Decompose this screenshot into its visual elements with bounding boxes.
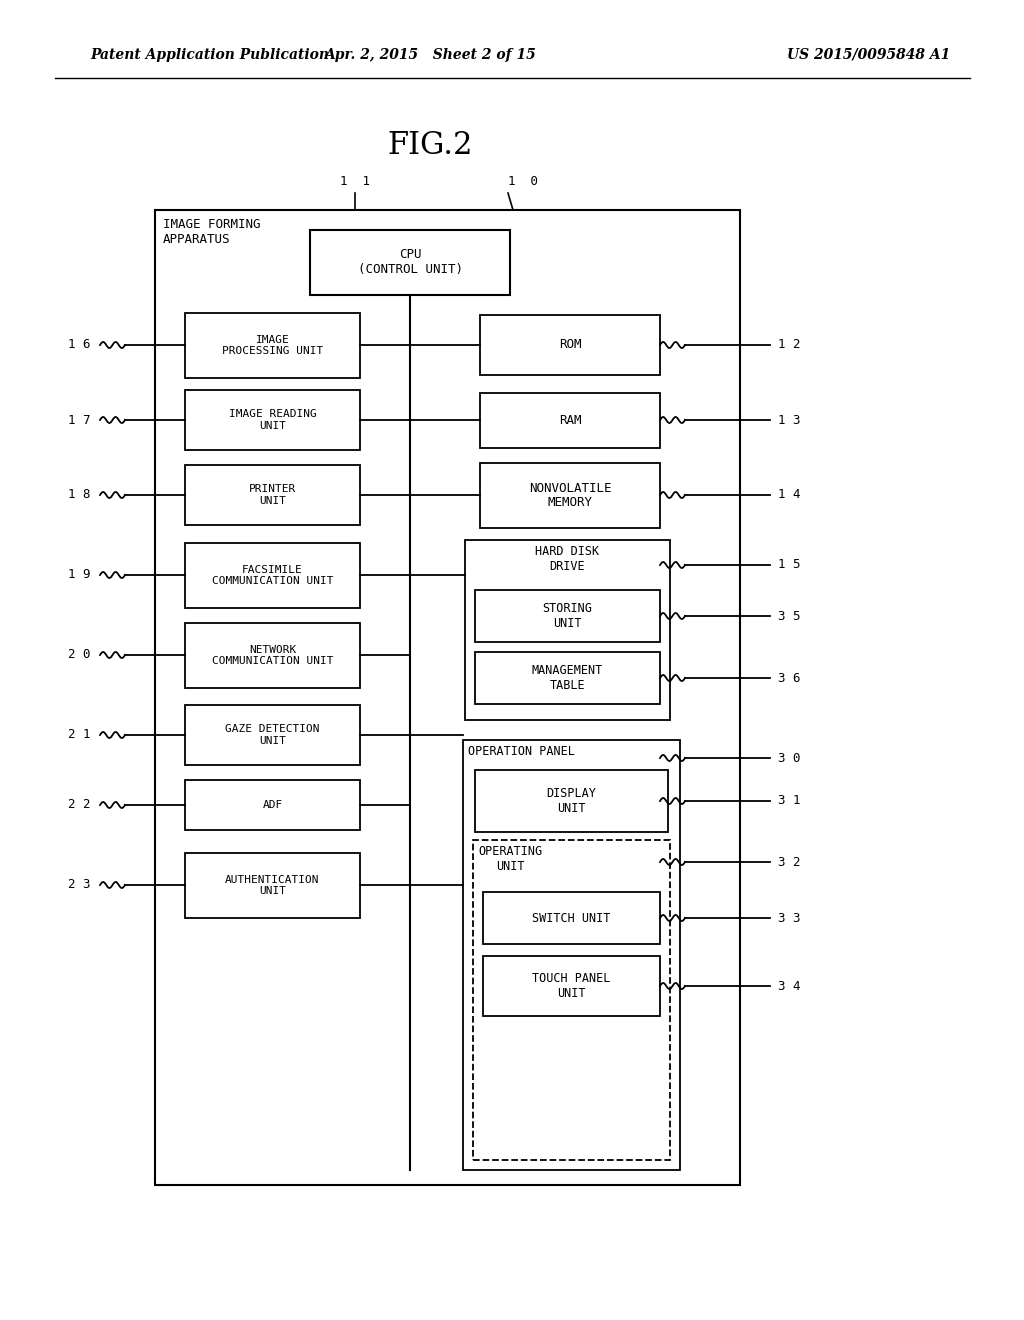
Text: OPERATING
UNIT: OPERATING UNIT — [478, 845, 542, 873]
Text: 3 2: 3 2 — [778, 855, 801, 869]
Text: 3 5: 3 5 — [778, 610, 801, 623]
Bar — [185, 705, 360, 766]
Bar — [185, 853, 360, 917]
Text: 1 7: 1 7 — [68, 413, 90, 426]
Text: OPERATION PANEL: OPERATION PANEL — [468, 744, 574, 758]
Text: IMAGE
PROCESSING UNIT: IMAGE PROCESSING UNIT — [222, 335, 324, 356]
Bar — [185, 389, 360, 450]
Bar — [185, 780, 360, 830]
Text: NONVOLATILE
MEMORY: NONVOLATILE MEMORY — [528, 482, 611, 510]
Text: IMAGE READING
UNIT: IMAGE READING UNIT — [228, 409, 316, 430]
Text: Apr. 2, 2015   Sheet 2 of 15: Apr. 2, 2015 Sheet 2 of 15 — [325, 48, 536, 62]
Bar — [475, 652, 660, 704]
Text: ADF: ADF — [262, 800, 283, 810]
Text: FIG.2: FIG.2 — [387, 129, 473, 161]
Bar — [473, 840, 670, 1160]
Text: 3 0: 3 0 — [778, 751, 801, 764]
Text: 1 3: 1 3 — [778, 413, 801, 426]
Text: 1 5: 1 5 — [778, 558, 801, 572]
Text: 3 4: 3 4 — [778, 979, 801, 993]
Text: DISPLAY
UNIT: DISPLAY UNIT — [547, 787, 596, 814]
Bar — [483, 892, 660, 944]
Text: 1 4: 1 4 — [778, 488, 801, 502]
Text: TOUCH PANEL
UNIT: TOUCH PANEL UNIT — [532, 972, 610, 1001]
Bar — [463, 741, 680, 1170]
Text: MANAGEMENT
TABLE: MANAGEMENT TABLE — [531, 664, 603, 692]
Bar — [185, 543, 360, 609]
Text: 1  1: 1 1 — [340, 176, 370, 187]
Bar — [480, 315, 660, 375]
Bar — [185, 313, 360, 378]
Bar — [475, 770, 668, 832]
Text: 3 6: 3 6 — [778, 672, 801, 685]
Text: RAM: RAM — [559, 414, 582, 426]
Bar — [475, 590, 660, 642]
Text: NETWORK
COMMUNICATION UNIT: NETWORK COMMUNICATION UNIT — [212, 644, 333, 667]
Text: 2 2: 2 2 — [68, 799, 90, 812]
Text: SWITCH UNIT: SWITCH UNIT — [532, 912, 610, 924]
Text: 2 3: 2 3 — [68, 879, 90, 891]
Bar — [185, 623, 360, 688]
Bar — [480, 393, 660, 447]
Text: CPU
(CONTROL UNIT): CPU (CONTROL UNIT) — [357, 248, 463, 276]
Text: 3 1: 3 1 — [778, 795, 801, 808]
Text: FACSIMILE
COMMUNICATION UNIT: FACSIMILE COMMUNICATION UNIT — [212, 565, 333, 586]
Text: ROM: ROM — [559, 338, 582, 351]
Text: 1 8: 1 8 — [68, 488, 90, 502]
Bar — [310, 230, 510, 294]
Text: 2 0: 2 0 — [68, 648, 90, 661]
Text: US 2015/0095848 A1: US 2015/0095848 A1 — [786, 48, 950, 62]
Text: Patent Application Publication: Patent Application Publication — [90, 48, 329, 62]
Text: 2 1: 2 1 — [68, 729, 90, 742]
Text: STORING
UNIT: STORING UNIT — [543, 602, 593, 630]
Text: 1 9: 1 9 — [68, 569, 90, 582]
Text: 1 2: 1 2 — [778, 338, 801, 351]
Bar — [480, 463, 660, 528]
Text: HARD DISK
DRIVE: HARD DISK DRIVE — [536, 545, 600, 573]
Text: 1 6: 1 6 — [68, 338, 90, 351]
Text: PRINTER
UNIT: PRINTER UNIT — [249, 484, 296, 506]
Text: AUTHENTICATION
UNIT: AUTHENTICATION UNIT — [225, 875, 319, 896]
Bar — [155, 210, 740, 1185]
Bar — [483, 956, 660, 1016]
Text: 1  0: 1 0 — [508, 176, 538, 187]
Bar — [185, 465, 360, 525]
Text: 3 3: 3 3 — [778, 912, 801, 924]
Text: GAZE DETECTION
UNIT: GAZE DETECTION UNIT — [225, 725, 319, 746]
Text: IMAGE FORMING
APPARATUS: IMAGE FORMING APPARATUS — [163, 218, 260, 246]
Bar — [465, 540, 670, 719]
